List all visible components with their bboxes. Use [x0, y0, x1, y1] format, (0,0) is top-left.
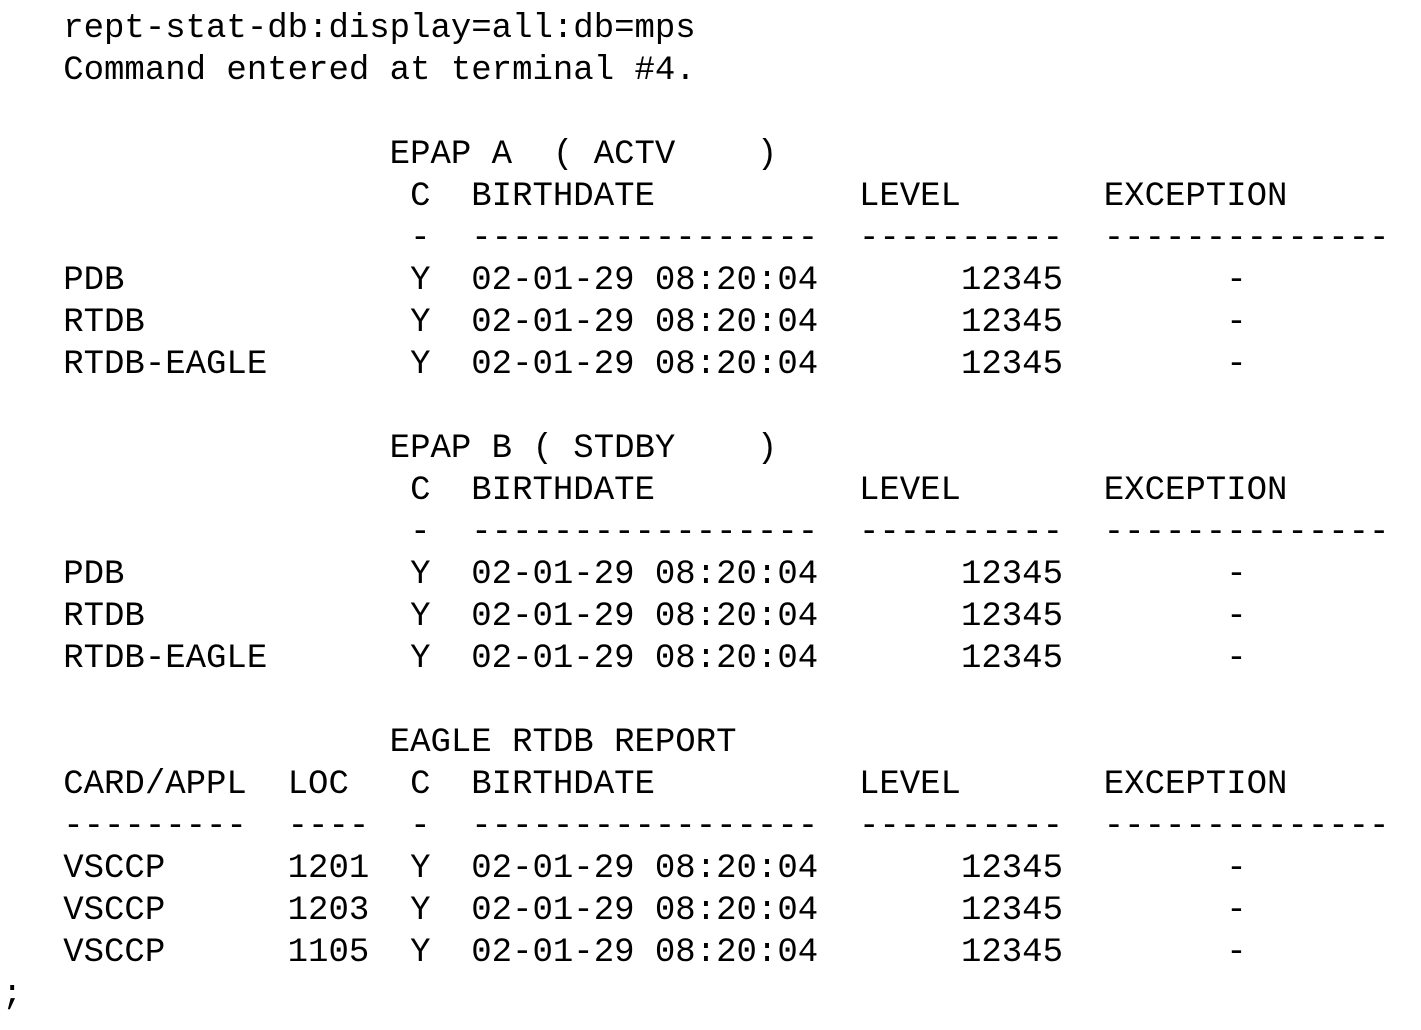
terminal-output: rept-stat-db:display=all:db=mps Command …: [2, 10, 1390, 1014]
terminal-screen: rept-stat-db:display=all:db=mps Command …: [2, 10, 1390, 1014]
